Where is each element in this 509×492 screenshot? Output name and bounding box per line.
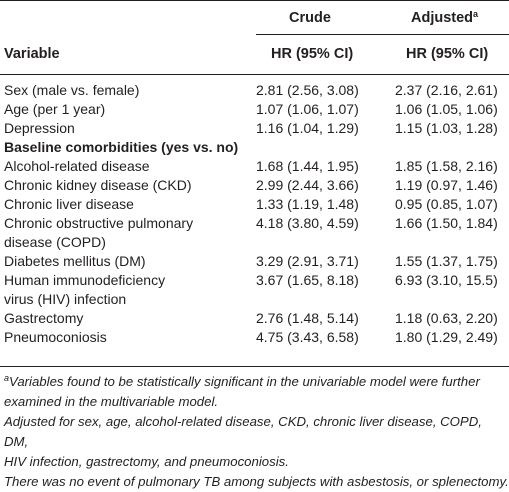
variable-cell: Diabetes mellitus (DM) [4, 253, 146, 269]
crude-hr-cell: 1.07 (1.06, 1.07) [256, 101, 359, 117]
crude-hr-header: HR (95% CI) [271, 46, 354, 62]
adjusted-hr-cell: 2.37 (2.16, 2.61) [395, 82, 498, 98]
variable-column-header: Variable [4, 46, 60, 62]
adjusted-hr-cell: 1.06 (1.05, 1.06) [395, 101, 498, 117]
table-row: Diabetes mellitus (DM) 3.29 (2.91, 3.71)… [0, 252, 509, 271]
variable-line-2: disease (COPD) [4, 234, 106, 250]
data-table: Sex (male vs. female) 2.81 (2.56, 3.08) … [0, 81, 509, 347]
variable-cell: Sex (male vs. female) [4, 82, 140, 98]
adjusted-superscript: a [473, 9, 479, 19]
header-group-rule [256, 34, 509, 35]
variable-cell: Alcohol-related disease [4, 158, 150, 174]
variable-cell: Depression [4, 120, 75, 136]
crude-hr-cell: 3.29 (2.91, 3.71) [256, 253, 359, 269]
variable-cell: Pneumoconiosis [4, 329, 107, 345]
adjusted-hr-cell: 1.55 (1.37, 1.75) [395, 253, 498, 269]
table-row: Chronic kidney disease (CKD) 2.99 (2.44,… [0, 176, 509, 195]
table-row: Age (per 1 year) 1.07 (1.06, 1.07) 1.06 … [0, 100, 509, 119]
variable-cell: Chronic obstructive pulmonary disease (CO… [0, 214, 252, 252]
table-bottom-rule [0, 366, 509, 367]
adjusted-hr-cell: 1.19 (0.97, 1.46) [395, 177, 498, 193]
crude-hr-cell: 2.81 (2.56, 3.08) [256, 82, 359, 98]
footnote-a-line-2: examined in the multivariable model. [4, 394, 219, 409]
footnote-no-event: There was no event of pulmonary TB among… [4, 474, 509, 489]
top-rule [0, 0, 509, 1]
variable-line-1: Human immunodeficiency [4, 272, 166, 288]
header-bottom-rule [0, 74, 509, 75]
footnote-a-line-1: Variables found to be statistically sign… [9, 374, 480, 389]
footnote-adjusted: Adjusted for sex, age, alcohol-related d… [4, 412, 509, 472]
crude-hr-cell: 1.16 (1.04, 1.29) [256, 120, 359, 136]
footnote-a-marker: a [4, 373, 10, 383]
table-row: Depression 1.16 (1.04, 1.29) 1.15 (1.03,… [0, 119, 509, 138]
table-row: Chronic obstructive pulmonary disease (CO… [0, 214, 509, 252]
section-heading: Baseline comorbidities (yes vs. no) [4, 139, 239, 155]
footnote-adjusted-line-1: Adjusted for sex, age, alcohol-related d… [4, 414, 482, 449]
table-row: Pneumoconiosis 4.75 (3.43, 6.58) 1.80 (1… [0, 328, 509, 347]
variable-cell: Human immunodeficiency virus (HIV) infect… [0, 271, 252, 309]
variable-line-2: virus (HIV) infection [4, 291, 127, 307]
crude-hr-cell: 3.67 (1.65, 8.18) [256, 272, 359, 288]
adjusted-column-header: Adjusteda [411, 9, 479, 27]
adjusted-hr-cell: 1.15 (1.03, 1.28) [395, 120, 498, 136]
variable-cell: Chronic liver disease [4, 196, 134, 212]
crude-hr-cell: 2.76 (1.48, 5.14) [256, 310, 359, 326]
footnotes: aVariables found to be statistically sig… [4, 372, 509, 492]
section-row: Baseline comorbidities (yes vs. no) [0, 138, 509, 157]
variable-line-1: Chronic obstructive pulmonary [4, 215, 194, 231]
adjusted-hr-cell: 6.93 (3.10, 15.5) [395, 272, 498, 288]
variable-cell: Chronic kidney disease (CKD) [4, 177, 192, 193]
crude-hr-cell: 1.68 (1.44, 1.95) [256, 158, 359, 174]
crude-hr-cell: 1.33 (1.19, 1.48) [256, 196, 359, 212]
crude-hr-cell: 4.75 (3.43, 6.58) [256, 329, 359, 345]
adjusted-label: Adjusted [411, 10, 474, 26]
table-row: Chronic liver disease 1.33 (1.19, 1.48) … [0, 195, 509, 214]
variable-cell: Age (per 1 year) [4, 101, 106, 117]
adjusted-hr-cell: 1.85 (1.58, 2.16) [395, 158, 498, 174]
table-row: Human immunodeficiency virus (HIV) infect… [0, 271, 509, 309]
adjusted-hr-cell: 1.18 (0.63, 2.20) [395, 310, 498, 326]
variable-cell: Gastrectomy [4, 310, 84, 326]
adjusted-hr-header: HR (95% CI) [406, 46, 489, 62]
crude-column-header: Crude [289, 10, 331, 26]
footnote-a: aVariables found to be statistically sig… [4, 372, 509, 412]
crude-hr-cell: 4.18 (3.80, 4.59) [256, 215, 359, 231]
adjusted-hr-cell: 1.80 (1.29, 2.49) [395, 329, 498, 345]
crude-hr-cell: 2.99 (2.44, 3.66) [256, 177, 359, 193]
table-row: Sex (male vs. female) 2.81 (2.56, 3.08) … [0, 81, 509, 100]
table-row: Alcohol-related disease 1.68 (1.44, 1.95… [0, 157, 509, 176]
table-row: Gastrectomy 2.76 (1.48, 5.14) 1.18 (0.63… [0, 309, 509, 328]
adjusted-hr-cell: 0.95 (0.85, 1.07) [395, 196, 498, 212]
adjusted-hr-cell: 1.66 (1.50, 1.84) [395, 215, 498, 231]
